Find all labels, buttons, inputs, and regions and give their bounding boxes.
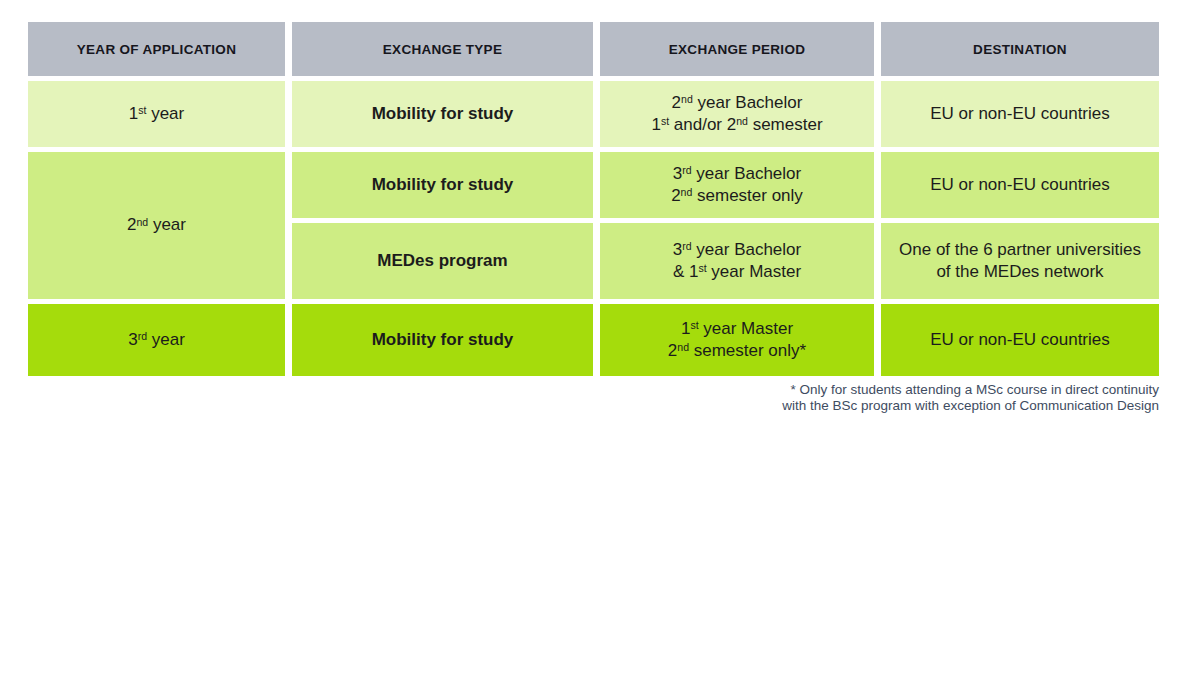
table-row-year2-mobility: 2nd year Mobility for study 3rd year Bac… — [28, 152, 1159, 218]
cell-year-of-application: 3rd year — [28, 304, 285, 376]
header-year-of-application: YEAR OF APPLICATION — [28, 22, 285, 76]
cell-year-of-application: 2nd year — [28, 152, 285, 299]
cell-destination: One of the 6 partner universitiesof the … — [881, 223, 1159, 299]
cell-exchange-period: 1st year Master2nd semester only* — [600, 304, 874, 376]
cell-exchange-type: MEDes program — [292, 223, 593, 299]
header-exchange-period: EXCHANGE PERIOD — [600, 22, 874, 76]
cell-destination: EU or non-EU countries — [881, 304, 1159, 376]
cell-destination: EU or non-EU countries — [881, 81, 1159, 147]
cell-exchange-type: Mobility for study — [292, 81, 593, 147]
cell-year-of-application: 1st year — [28, 81, 285, 147]
cell-exchange-period: 2nd year Bachelor1st and/or 2nd semester — [600, 81, 874, 147]
cell-exchange-type: Mobility for study — [292, 304, 593, 376]
header-row: YEAR OF APPLICATION EXCHANGE TYPE EXCHAN… — [28, 22, 1159, 76]
footnote: * Only for students attending a MSc cour… — [782, 382, 1159, 415]
table-row-year1: 1st year Mobility for study 2nd year Bac… — [28, 81, 1159, 147]
cell-destination: EU or non-EU countries — [881, 152, 1159, 218]
header-exchange-type: EXCHANGE TYPE — [292, 22, 593, 76]
cell-exchange-period: 3rd year Bachelor2nd semester only — [600, 152, 874, 218]
cell-exchange-period: 3rd year Bachelor& 1st year Master — [600, 223, 874, 299]
table-row-year3: 3rd year Mobility for study 1st year Mas… — [28, 304, 1159, 376]
header-destination: DESTINATION — [881, 22, 1159, 76]
exchange-table: YEAR OF APPLICATION EXCHANGE TYPE EXCHAN… — [21, 17, 1166, 381]
cell-exchange-type: Mobility for study — [292, 152, 593, 218]
slide-canvas: YEAR OF APPLICATION EXCHANGE TYPE EXCHAN… — [0, 0, 1200, 675]
